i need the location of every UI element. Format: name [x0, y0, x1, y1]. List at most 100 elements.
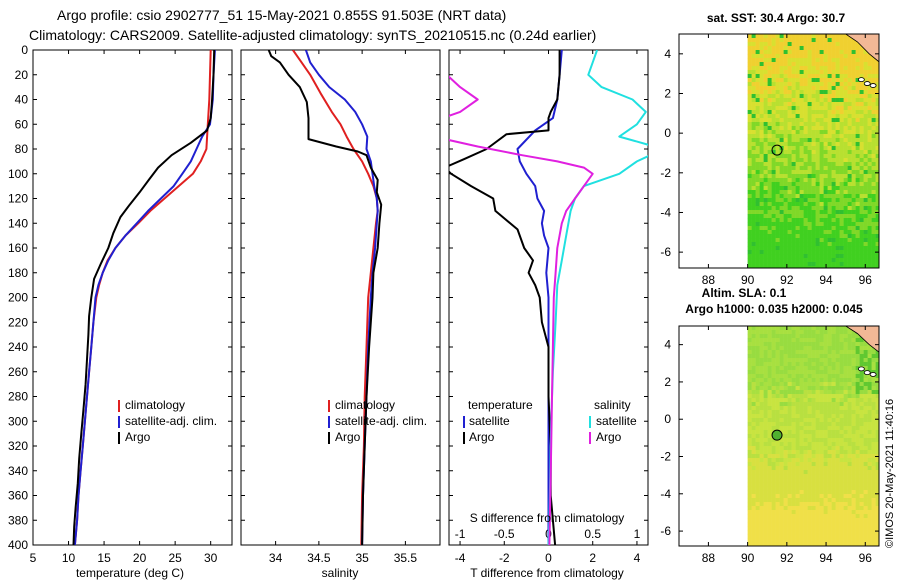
map-cell — [771, 222, 776, 227]
map-cell — [831, 370, 836, 375]
map-cell — [763, 226, 768, 231]
map-cell — [831, 250, 836, 255]
map-cell — [803, 90, 808, 95]
map-cell — [843, 534, 848, 539]
map-cell — [787, 250, 792, 255]
map-cell — [827, 194, 832, 199]
map-cell — [747, 222, 752, 227]
map-cell — [839, 390, 844, 395]
map-cell — [831, 50, 836, 55]
map-cell — [839, 122, 844, 127]
map-cell — [775, 494, 780, 499]
map-cell — [787, 342, 792, 347]
map-cell — [867, 130, 872, 135]
map-cell — [795, 130, 800, 135]
map-cell — [759, 538, 764, 543]
map-cell — [811, 162, 816, 167]
map-cell — [787, 238, 792, 243]
map-cell — [799, 74, 804, 79]
map-cell — [759, 426, 764, 431]
map-cell — [823, 170, 828, 175]
map-cell — [771, 498, 776, 503]
map-cell — [811, 438, 816, 443]
map-cell — [807, 50, 812, 55]
map-cell — [763, 258, 768, 263]
map-cell — [779, 66, 784, 71]
map-cell — [771, 34, 776, 39]
map-cell — [771, 394, 776, 399]
map-cell — [791, 218, 796, 223]
map-cell — [759, 226, 764, 231]
map-cell — [767, 518, 772, 523]
map-cell — [867, 498, 872, 503]
map-cell — [835, 202, 840, 207]
map-cell — [775, 406, 780, 411]
map-cell — [875, 494, 879, 499]
map-cell — [863, 494, 868, 499]
map-cell — [799, 394, 804, 399]
map-cell — [775, 342, 780, 347]
map-cell — [847, 394, 852, 399]
map-cell — [779, 426, 784, 431]
map-cell — [751, 94, 756, 99]
map-cell — [835, 398, 840, 403]
map-cell — [815, 418, 820, 423]
map-cell — [763, 382, 768, 387]
map-cell — [815, 454, 820, 459]
map-cell — [795, 214, 800, 219]
map-cell — [759, 490, 764, 495]
map-cell — [807, 54, 812, 59]
map-cell — [827, 118, 832, 123]
map-cell — [855, 518, 860, 523]
map-cell — [799, 66, 804, 71]
map-cell — [779, 254, 784, 259]
map-cell — [787, 134, 792, 139]
map-cell — [839, 366, 844, 371]
map-cell — [839, 386, 844, 391]
map-cell — [811, 526, 816, 531]
map-cell — [831, 198, 836, 203]
map-cell — [799, 238, 804, 243]
map-cell — [847, 218, 852, 223]
map-cell — [867, 78, 872, 83]
map-cell — [839, 330, 844, 335]
map-cell — [783, 366, 788, 371]
map-cell — [755, 342, 760, 347]
map-cell — [787, 450, 792, 455]
map-cell — [851, 138, 856, 143]
map-cell — [867, 186, 872, 191]
map-cell — [747, 362, 752, 367]
map-cell — [839, 398, 844, 403]
map-cell — [835, 470, 840, 475]
map-cell — [875, 378, 879, 383]
map-cell — [751, 370, 756, 375]
map-cell — [811, 486, 816, 491]
map-cell — [831, 466, 836, 471]
map-cell — [795, 178, 800, 183]
map-cell — [863, 198, 868, 203]
map-cell — [747, 130, 752, 135]
map-cell — [807, 510, 812, 515]
map-cell — [783, 246, 788, 251]
map-cell — [767, 226, 772, 231]
map-cell — [867, 390, 872, 395]
map-cell — [763, 458, 768, 463]
map-cell — [851, 394, 856, 399]
map-cell — [863, 534, 868, 539]
map-cell — [779, 202, 784, 207]
map-cell — [839, 342, 844, 347]
map-cell — [767, 130, 772, 135]
map-cell — [795, 458, 800, 463]
map-cell — [779, 382, 784, 387]
map-cell — [767, 198, 772, 203]
map-cell — [811, 58, 816, 63]
map-cell — [851, 454, 856, 459]
map-cell — [779, 194, 784, 199]
map-cell — [807, 210, 812, 215]
map-cell — [763, 206, 768, 211]
map-cell — [783, 334, 788, 339]
map-cell — [867, 206, 872, 211]
map-cell — [843, 130, 848, 135]
map-cell — [847, 74, 852, 79]
map-cell — [755, 162, 760, 167]
